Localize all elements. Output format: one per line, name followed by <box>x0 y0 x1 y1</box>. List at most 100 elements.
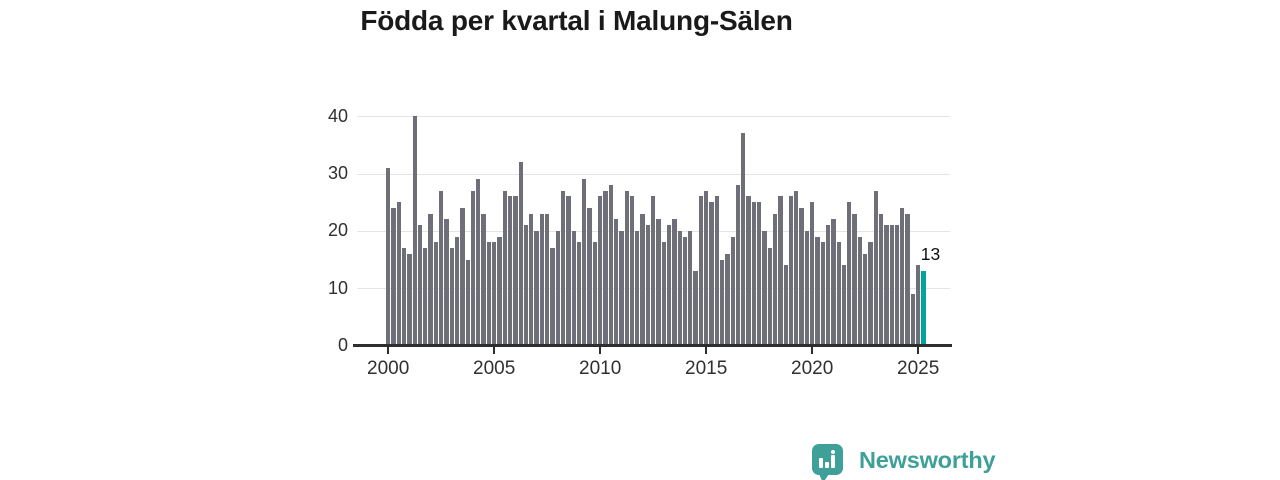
bar <box>571 230 576 346</box>
x-axis-label: 2025 <box>897 358 940 379</box>
bar <box>916 265 921 346</box>
bar <box>889 225 894 346</box>
bar <box>603 190 608 346</box>
bar <box>751 202 757 346</box>
x-axis-tick <box>811 346 814 354</box>
logo-glyph-bar <box>819 458 823 468</box>
bar <box>783 265 788 346</box>
gridline <box>357 116 950 118</box>
bar <box>492 242 497 346</box>
bar <box>439 190 444 346</box>
bar-chart-speech-bubble-icon <box>812 444 843 480</box>
bar <box>454 236 460 346</box>
bar <box>873 190 878 346</box>
x-axis-label: 2000 <box>367 358 410 379</box>
bar <box>497 236 502 346</box>
bar <box>566 196 571 346</box>
bar <box>746 196 751 346</box>
bar <box>894 225 900 346</box>
bar-highlighted <box>921 270 926 346</box>
bar <box>852 213 857 346</box>
x-axis-tick <box>599 346 602 354</box>
gridline <box>357 173 950 175</box>
bar <box>878 213 884 346</box>
bar <box>401 248 407 346</box>
brand-name: Newsworthy <box>859 447 996 473</box>
bar <box>831 219 836 346</box>
x-axis-label: 2005 <box>473 358 516 379</box>
newsworthy-logo <box>812 444 843 480</box>
x-axis-tick <box>387 346 390 354</box>
logo-glyph-bar <box>831 455 835 468</box>
bar <box>677 230 682 346</box>
bar <box>545 213 550 346</box>
bar <box>534 230 539 346</box>
bar <box>910 293 916 346</box>
bar <box>772 213 778 346</box>
bar <box>476 179 481 346</box>
bar <box>815 236 820 346</box>
bar <box>847 202 852 346</box>
bar <box>470 190 476 346</box>
bar <box>598 196 603 346</box>
bar <box>841 265 847 346</box>
bar <box>460 207 465 346</box>
bar <box>714 196 719 346</box>
bar <box>629 196 635 346</box>
bar <box>428 213 433 346</box>
bar <box>651 196 656 346</box>
bar <box>804 230 810 346</box>
logo-glyph-bar <box>825 462 829 468</box>
bar <box>698 196 704 346</box>
bar <box>820 242 825 346</box>
bar <box>481 213 486 346</box>
bar <box>640 213 645 346</box>
y-axis-label: 30 <box>327 163 348 183</box>
bar <box>465 259 470 346</box>
bar <box>799 207 804 346</box>
bar <box>391 207 396 346</box>
bar <box>433 242 439 346</box>
bar <box>741 133 746 346</box>
x-axis-tick <box>705 346 708 354</box>
bar <box>444 219 449 346</box>
bar <box>486 242 492 346</box>
bar <box>767 248 772 346</box>
bar <box>788 196 794 346</box>
bar <box>704 190 709 346</box>
bar <box>613 219 619 346</box>
bar <box>635 230 640 346</box>
y-axis-label: 20 <box>327 220 348 241</box>
bar <box>735 184 741 346</box>
bar <box>529 213 534 346</box>
bar <box>513 196 518 346</box>
bar <box>794 190 799 346</box>
bar <box>666 225 672 346</box>
bar <box>730 236 735 346</box>
bar <box>407 253 412 346</box>
bar <box>396 202 401 346</box>
bar <box>661 242 666 346</box>
bar <box>719 259 725 346</box>
bar <box>688 230 693 346</box>
bar <box>672 219 677 346</box>
bar <box>576 242 582 346</box>
bar <box>624 190 629 346</box>
bar <box>757 202 762 346</box>
x-axis-label: 2015 <box>685 358 728 379</box>
x-axis-tick <box>917 346 920 354</box>
bar <box>523 225 529 346</box>
bar <box>725 253 730 346</box>
bar <box>900 207 905 346</box>
bar <box>423 248 428 346</box>
bar <box>608 184 613 346</box>
logo-glyph-dot <box>831 450 835 454</box>
y-axis-label: 40 <box>327 105 348 126</box>
bar <box>810 202 815 346</box>
bar <box>863 253 868 346</box>
bar <box>417 225 423 346</box>
bar <box>836 242 841 346</box>
highlight-value-label: 13 <box>920 243 941 264</box>
